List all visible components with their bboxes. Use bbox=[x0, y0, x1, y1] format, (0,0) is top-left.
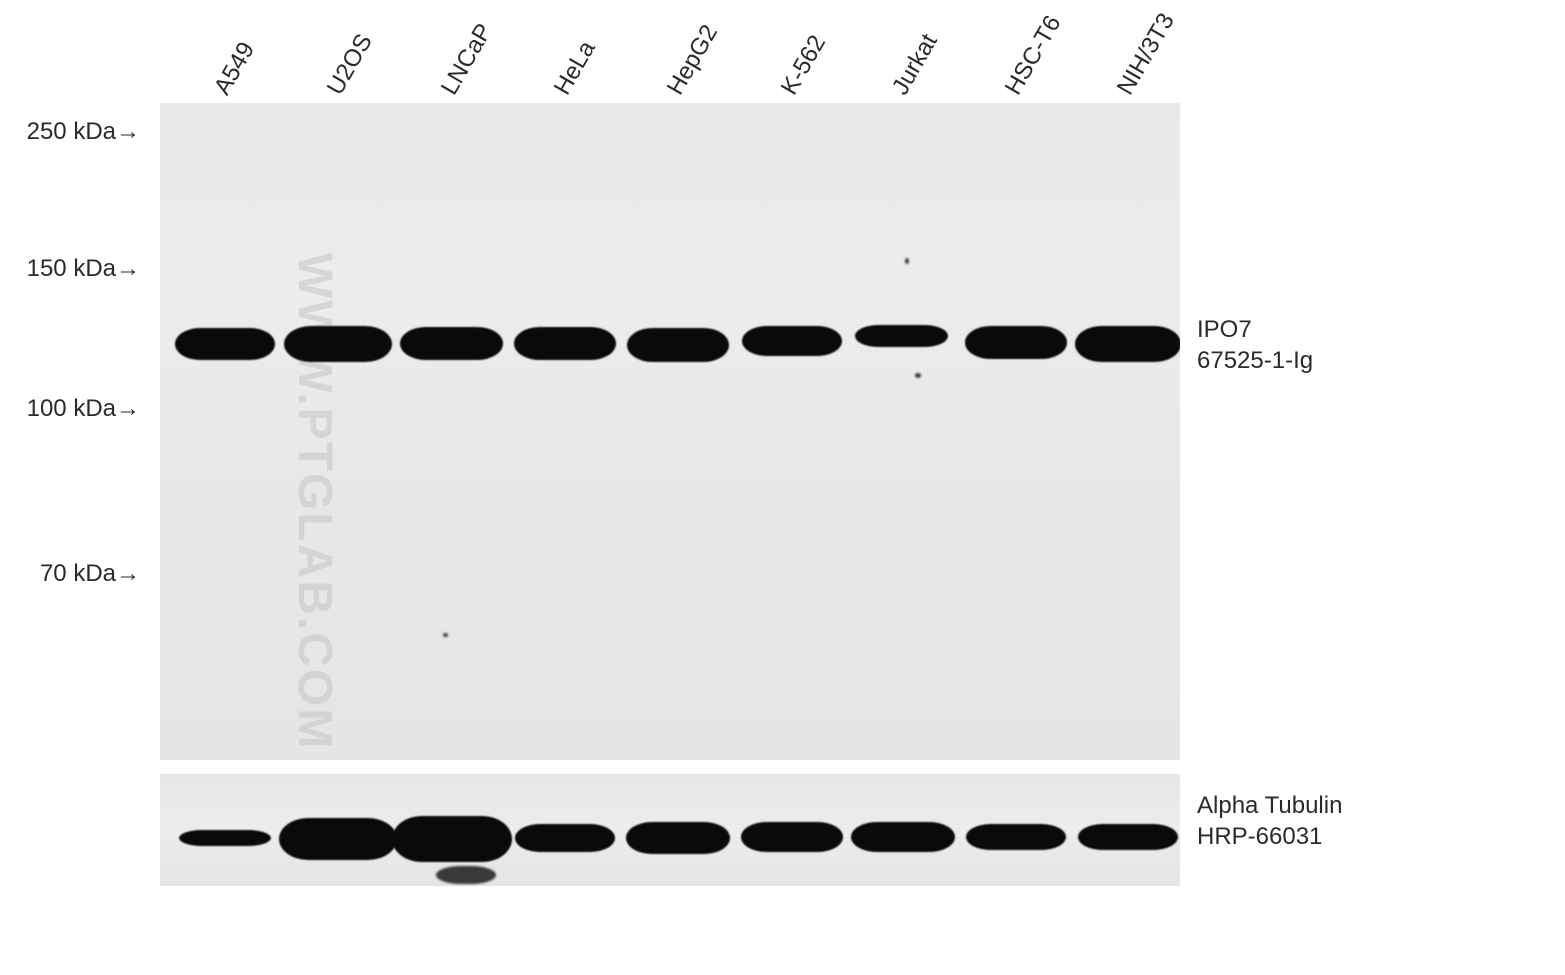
band bbox=[741, 822, 843, 852]
lane-label: K-562 bbox=[776, 31, 832, 100]
mw-marker: 150 kDa→ bbox=[0, 255, 140, 283]
control-blot bbox=[160, 774, 1180, 886]
band bbox=[1078, 824, 1178, 850]
target-label: IPO7 67525-1-Ig bbox=[1197, 314, 1313, 376]
mw-marker: 70 kDa→ bbox=[0, 560, 140, 588]
band bbox=[1075, 326, 1180, 362]
control-catalog: HRP-66031 bbox=[1197, 823, 1322, 850]
band bbox=[284, 326, 392, 362]
band bbox=[626, 822, 730, 854]
mw-marker: 250 kDa→ bbox=[0, 118, 140, 146]
band bbox=[851, 822, 955, 852]
speck bbox=[905, 258, 909, 264]
lane-label: NIH/3T3 bbox=[1112, 9, 1181, 100]
speck bbox=[915, 373, 921, 378]
band bbox=[514, 327, 616, 360]
band bbox=[175, 328, 275, 360]
control-name: Alpha Tubulin bbox=[1197, 792, 1342, 819]
speck bbox=[443, 633, 448, 637]
band bbox=[392, 816, 512, 862]
band bbox=[279, 818, 397, 860]
band bbox=[400, 327, 503, 360]
lane-label: HepG2 bbox=[662, 20, 724, 100]
band bbox=[627, 328, 729, 362]
band bbox=[966, 824, 1066, 850]
lane-labels-row: A549 U2OS LNCaP HeLa HepG2 K-562 Jurkat HSC-T6 N… bbox=[160, 10, 1180, 100]
lane-label: Jurkat bbox=[887, 29, 944, 100]
lane-label: HSC-T6 bbox=[1000, 11, 1068, 100]
band bbox=[742, 326, 842, 356]
lane-label: LNCaP bbox=[436, 19, 499, 100]
smudge bbox=[436, 866, 496, 884]
lane-label: HeLa bbox=[549, 36, 602, 100]
band bbox=[179, 830, 271, 846]
mw-marker: 100 kDa→ bbox=[0, 395, 140, 423]
band bbox=[855, 325, 948, 347]
lane-label: U2OS bbox=[322, 29, 379, 100]
blot-figure: A549 U2OS LNCaP HeLa HepG2 K-562 Jurkat HSC-T6 N… bbox=[0, 0, 1565, 975]
band bbox=[965, 326, 1067, 359]
target-catalog: 67525-1-Ig bbox=[1197, 347, 1313, 374]
band bbox=[515, 824, 615, 852]
main-blot: WWW.PTGLAB.COM bbox=[160, 103, 1180, 760]
control-label: Alpha Tubulin HRP-66031 bbox=[1197, 790, 1342, 852]
lane-label: A549 bbox=[209, 37, 261, 100]
target-name: IPO7 bbox=[1197, 316, 1252, 343]
